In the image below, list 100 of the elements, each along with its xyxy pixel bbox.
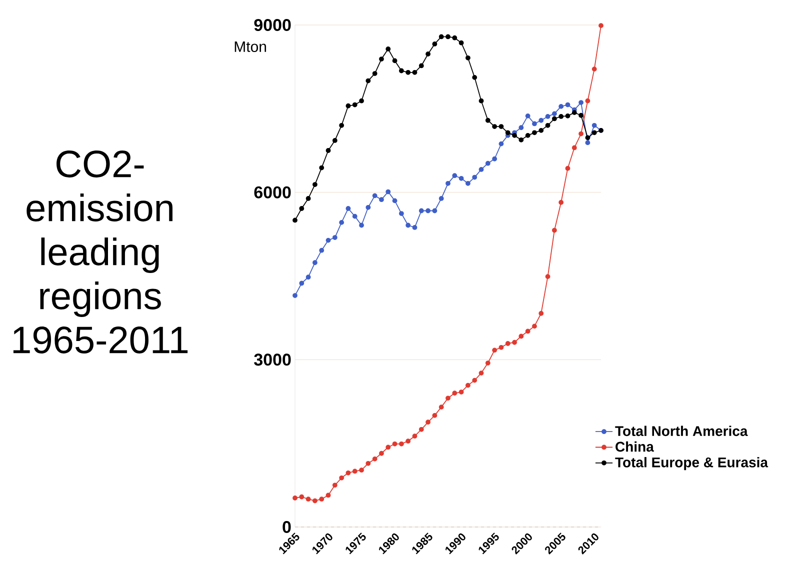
point [578,112,584,118]
point [578,100,584,105]
point [319,248,324,253]
point [472,74,478,80]
legend-label: Total North America [615,426,748,436]
point [592,130,597,136]
point [412,70,418,75]
point [386,444,391,450]
point [518,137,524,142]
point [332,138,338,143]
point [545,122,550,128]
point [598,23,604,28]
point [518,125,524,130]
point [332,235,338,240]
point [512,132,517,138]
point [458,390,464,394]
point [392,58,398,64]
point [379,197,384,202]
point [346,206,351,211]
point [359,222,364,228]
point [432,412,438,418]
point [398,68,404,74]
point [558,114,564,119]
point [312,498,318,504]
point [585,135,590,140]
point [346,470,351,476]
point [532,121,537,126]
point [352,468,358,474]
point [552,111,557,116]
point [406,70,411,75]
point [538,118,544,123]
point [386,189,391,194]
point [532,130,537,136]
point [565,102,570,108]
point [332,482,338,488]
point [458,40,464,46]
point [565,166,570,171]
point [492,124,498,129]
point [446,34,450,40]
point [458,176,464,181]
point [359,468,364,473]
point [426,52,430,56]
point [406,438,411,444]
point [485,360,490,366]
point [299,280,304,286]
point [366,78,371,84]
point [552,116,557,122]
point [292,496,298,500]
point [492,156,498,162]
point [352,214,358,219]
point [452,35,458,40]
point [552,228,557,233]
point [426,420,430,425]
point [558,200,564,205]
point [366,204,371,210]
y-tick-label: 6000 [254,186,291,198]
point [326,238,331,243]
point [306,496,311,502]
point [565,113,570,118]
point [472,378,478,383]
point [478,370,484,376]
point [438,404,444,410]
point [538,128,544,133]
point [498,141,504,146]
point [326,492,331,498]
point [346,103,351,108]
point [466,55,470,60]
legend-label: Total Europe & Eurasia [615,457,768,470]
point [505,130,510,136]
y-tick-label: 9000 [254,18,291,32]
point [572,145,577,150]
point [299,494,304,500]
point [392,441,398,446]
point [398,441,404,446]
point [426,208,430,214]
point [446,180,450,186]
point [339,220,344,225]
point [366,460,371,466]
point [452,390,458,396]
point [485,160,490,166]
point [392,198,398,204]
point [578,131,584,136]
point [478,98,484,104]
point [372,193,378,198]
point [418,63,424,68]
point [558,104,564,109]
point [585,140,590,146]
point [525,328,530,334]
point [466,382,470,388]
point [312,182,318,187]
point [452,173,458,178]
y-axis-title: Mton [234,42,266,52]
point [398,211,404,216]
point [379,56,384,62]
point [412,225,418,230]
point [585,98,590,104]
point [292,218,298,223]
point [352,102,358,108]
point [372,71,378,76]
point [505,341,510,346]
